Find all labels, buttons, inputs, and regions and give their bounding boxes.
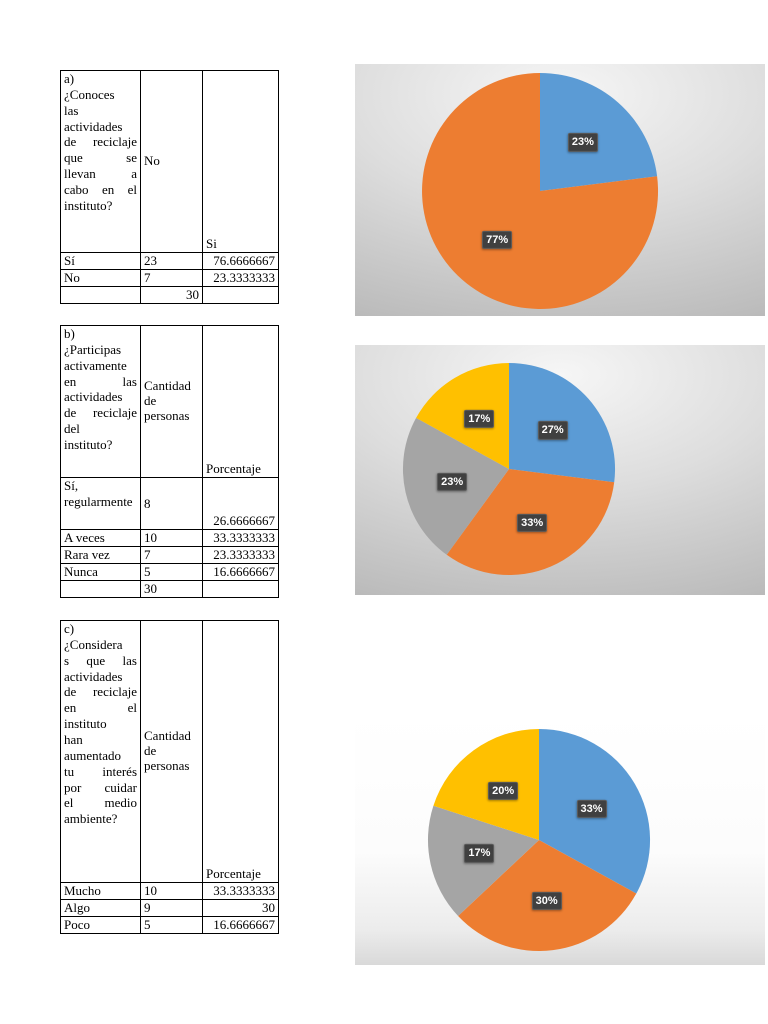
table-question-b: b) ¿Participas activamente en las activi… xyxy=(60,325,279,598)
empty-cell xyxy=(202,286,279,304)
table-row: No 7 23.3333333 xyxy=(60,269,279,287)
pie-label-2: 17% xyxy=(464,844,495,863)
empty-cell xyxy=(60,580,141,598)
row-label: A veces xyxy=(60,529,141,547)
table-c-col3-header: Porcentaje xyxy=(202,620,279,883)
row-count: 9 xyxy=(140,899,203,917)
table-row: Algo 9 30 xyxy=(60,899,279,917)
pie-label-0: 33% xyxy=(576,799,607,819)
row-percentage: 16.6666667 xyxy=(202,563,279,581)
row-label: Mucho xyxy=(60,882,141,900)
row-count: 5 xyxy=(140,916,203,934)
question-b-text: b) ¿Participas activamente en las activi… xyxy=(60,325,141,478)
table-row: Sí, regularmente 8 26.6666667 xyxy=(60,477,279,530)
pie-label-0: 27% xyxy=(537,421,568,440)
question-a-text: a) ¿Conoces las actividades de reciclaje… xyxy=(60,70,141,253)
row-label: Algo xyxy=(60,899,141,917)
question-c-text: c) ¿Considera s que las actividades de r… xyxy=(60,620,141,883)
pie-label-1: 30% xyxy=(531,891,562,910)
empty-cell xyxy=(202,580,279,598)
row-count: 5 xyxy=(140,563,203,581)
row-percentage: 33.3333333 xyxy=(202,882,279,900)
table-b-col2-header: Cantidad de personas xyxy=(140,325,203,478)
row-percentage: 23.3333333 xyxy=(202,546,279,564)
table-question-c: c) ¿Considera s que las actividades de r… xyxy=(60,620,279,934)
pie-label-1: 33% xyxy=(517,513,548,532)
pie-slice-3 xyxy=(433,729,539,840)
row-count: 7 xyxy=(140,269,203,287)
row-label: Sí, regularmente xyxy=(60,477,141,530)
row-label: Poco xyxy=(60,916,141,934)
pie-label-3: 20% xyxy=(488,781,519,800)
table-header-row: b) ¿Participas activamente en las activi… xyxy=(60,325,279,478)
pie-svg xyxy=(427,729,651,952)
row-label: Nunca xyxy=(60,563,141,581)
total-count: 30 xyxy=(140,580,203,598)
row-label: No xyxy=(60,269,141,287)
table-row: A veces 10 33.3333333 xyxy=(60,529,279,547)
row-percentage: 23.3333333 xyxy=(202,269,279,287)
row-label: Sí xyxy=(60,252,141,270)
pie-svg xyxy=(422,72,659,309)
row-count: 10 xyxy=(140,529,203,547)
table-row: Poco 5 16.6666667 xyxy=(60,916,279,934)
pie-chart-a: 23% 77% xyxy=(355,64,765,316)
table-total-row: 30 xyxy=(60,286,279,304)
table-a-col2-header: No xyxy=(140,70,203,253)
row-count: 23 xyxy=(140,252,203,270)
pie-label-2: 23% xyxy=(437,472,468,491)
table-header-row: c) ¿Considera s que las actividades de r… xyxy=(60,620,279,883)
table-c-col2-header: Cantidad de personas xyxy=(140,620,203,883)
table-header-row: a) ¿Conoces las actividades de reciclaje… xyxy=(60,70,279,253)
row-percentage: 76.6666667 xyxy=(202,252,279,270)
table-row: Mucho 10 33.3333333 xyxy=(60,882,279,900)
row-count: 10 xyxy=(140,882,203,900)
pie-svg xyxy=(402,363,616,576)
row-count: 8 xyxy=(140,477,203,530)
row-percentage: 26.6666667 xyxy=(202,477,279,530)
pie-chart-c: 33% 30% 17% 20% xyxy=(355,712,765,965)
row-percentage: 16.6666667 xyxy=(202,916,279,934)
table-row: Nunca 5 16.6666667 xyxy=(60,563,279,581)
table-row: Rara vez 7 23.3333333 xyxy=(60,546,279,564)
table-question-a: a) ¿Conoces las actividades de reciclaje… xyxy=(60,70,279,304)
pie-chart-b: 27% 33% 23% 17% xyxy=(355,345,765,595)
pie-label-0: 23% xyxy=(567,133,598,152)
pie-label-3: 17% xyxy=(464,409,495,428)
table-total-row: 30 xyxy=(60,580,279,598)
total-count: 30 xyxy=(140,286,203,304)
table-a-col3-header: Si xyxy=(202,70,279,253)
pie-slice-1 xyxy=(422,73,659,309)
row-count: 7 xyxy=(140,546,203,564)
table-b-col3-header: Porcentaje xyxy=(202,325,279,478)
pie-slice-0 xyxy=(540,72,658,191)
row-percentage: 30 xyxy=(202,899,279,917)
table-row: Sí 23 76.6666667 xyxy=(60,252,279,270)
pie-label-1: 77% xyxy=(482,230,513,249)
row-label: Rara vez xyxy=(60,546,141,564)
pie-slice-3 xyxy=(416,363,509,469)
row-percentage: 33.3333333 xyxy=(202,529,279,547)
empty-cell xyxy=(60,286,141,304)
